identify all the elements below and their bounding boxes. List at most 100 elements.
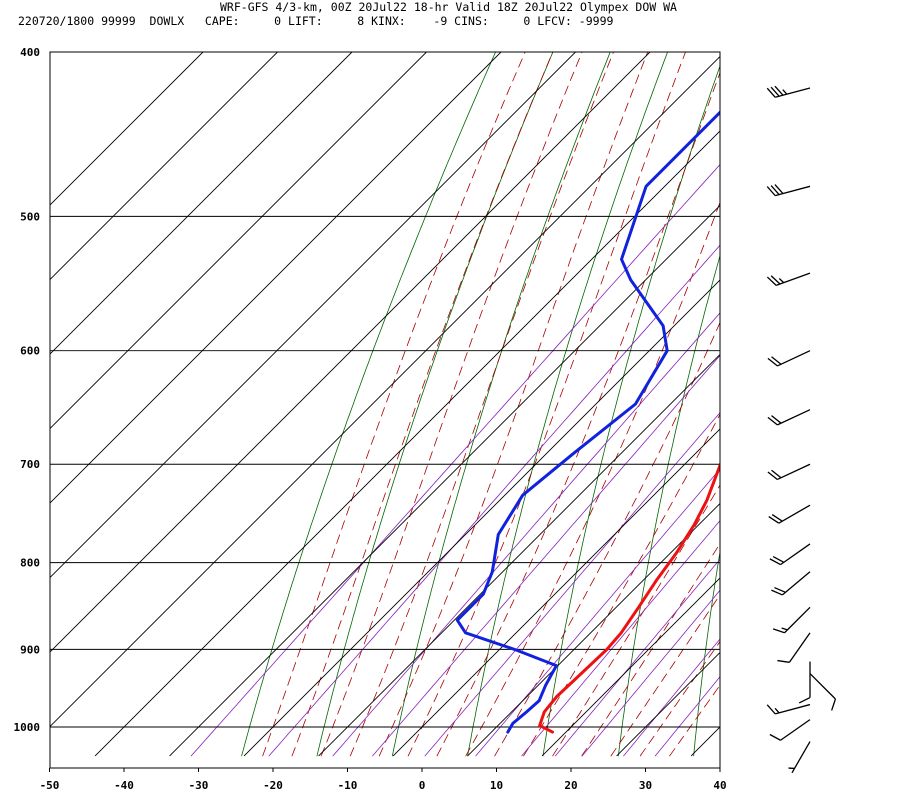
barb-feather [771, 415, 782, 424]
barb-staff [791, 741, 811, 774]
dry-adiabat [693, 549, 720, 757]
wind-barb [777, 632, 811, 663]
wind-barb [771, 571, 811, 596]
moist-adiabat [669, 684, 720, 757]
barb-staff [775, 703, 811, 715]
wind-barb [767, 350, 811, 367]
wind-barb [767, 409, 811, 426]
barb-staff [777, 463, 811, 481]
dry-adiabat [241, 52, 497, 757]
x-tick-label: 40 [713, 779, 726, 792]
wind-barb [766, 272, 811, 287]
wind-barb [769, 719, 811, 741]
y-tick-label: 700 [20, 458, 40, 471]
wind-barb [766, 85, 811, 98]
moist-adiabat [494, 321, 720, 757]
barb-feather [774, 85, 784, 96]
isotherm [467, 502, 720, 757]
moist-adiabat [581, 542, 720, 757]
barb-feather [777, 659, 790, 663]
x-tick-label: 20 [564, 779, 577, 792]
barb-feather [769, 558, 781, 566]
x-tick-label: -30 [189, 779, 209, 792]
isotherm [50, 55, 720, 728]
isotherm [169, 204, 720, 757]
mixing-ratio-line [581, 589, 720, 757]
mixing-ratio-line [521, 520, 720, 757]
barb-feather [772, 628, 785, 634]
barb-feather [767, 471, 778, 480]
moist-adiabat [262, 52, 526, 757]
barb-feather [768, 515, 780, 524]
moist-adiabat [610, 594, 720, 757]
barb-feather [766, 276, 777, 286]
barb-feather [766, 87, 776, 98]
y-tick-label: 400 [20, 46, 40, 59]
barb-feather [831, 698, 837, 711]
dry-adiabat [316, 52, 554, 757]
mixing-ratio-line [190, 163, 720, 757]
isotherm [50, 52, 204, 206]
barb-feather [770, 185, 780, 196]
isotherm [243, 279, 720, 757]
dry-adiabat [467, 52, 669, 757]
barb-feather [771, 513, 783, 522]
x-tick-label: 0 [419, 779, 426, 792]
moist-adiabat [465, 201, 720, 757]
y-tick-label: 1000 [14, 721, 41, 734]
isotherm [50, 52, 651, 653]
moist-adiabat [407, 52, 686, 757]
isotherm [50, 52, 427, 430]
station-indices: 220720/1800 99999 DOWLX CAPE: 0 LIFT: 8 … [18, 14, 614, 28]
barb-feather [798, 696, 811, 704]
dewpoint-profile [455, 110, 720, 734]
barb-feather [767, 416, 778, 426]
barb-staff [775, 185, 811, 197]
wind-barb [766, 184, 811, 197]
barb-staff [782, 571, 811, 596]
moist-adiabat [291, 52, 554, 757]
wind-barb [766, 703, 811, 715]
isotherm [392, 428, 720, 757]
moist-adiabat [639, 640, 720, 757]
barb-feather [767, 357, 778, 367]
barb-staff [809, 673, 836, 700]
moist-adiabat [349, 52, 614, 757]
isotherm [50, 52, 353, 355]
mixing-ratio-line [654, 676, 720, 757]
barb-staff [775, 87, 811, 98]
moist-adiabat [320, 52, 583, 757]
x-tick-label: 10 [490, 779, 503, 792]
barb-feather [769, 733, 781, 741]
y-tick-label: 800 [20, 557, 40, 570]
mixing-ratio-line [372, 354, 720, 757]
barb-staff [778, 504, 811, 524]
barb-feather [772, 556, 785, 563]
y-tick-label: 900 [20, 643, 40, 656]
isotherm [50, 52, 502, 504]
barb-feather [766, 186, 776, 197]
barb-staff [780, 543, 811, 566]
barb-feather [771, 469, 782, 479]
barb-feather [771, 356, 782, 365]
isotherm [318, 353, 720, 757]
temperature-profile [538, 461, 720, 734]
x-tick-label: 30 [639, 779, 652, 792]
wind-barb [769, 543, 811, 566]
isotherm [50, 52, 278, 281]
moist-adiabat [523, 413, 720, 757]
moist-adiabat [436, 71, 720, 757]
dry-adiabat [391, 52, 611, 757]
x-tick-label: -50 [40, 779, 60, 792]
barb-feather [770, 275, 781, 285]
barb-feather [781, 627, 788, 631]
barb-feather [771, 589, 783, 596]
isotherm [50, 52, 576, 579]
wind-barb [788, 741, 811, 774]
y-tick-label: 500 [20, 210, 40, 223]
isotherm [690, 726, 720, 757]
barb-feather [778, 278, 785, 284]
plot-frame [49, 51, 721, 769]
isotherm [616, 651, 720, 757]
